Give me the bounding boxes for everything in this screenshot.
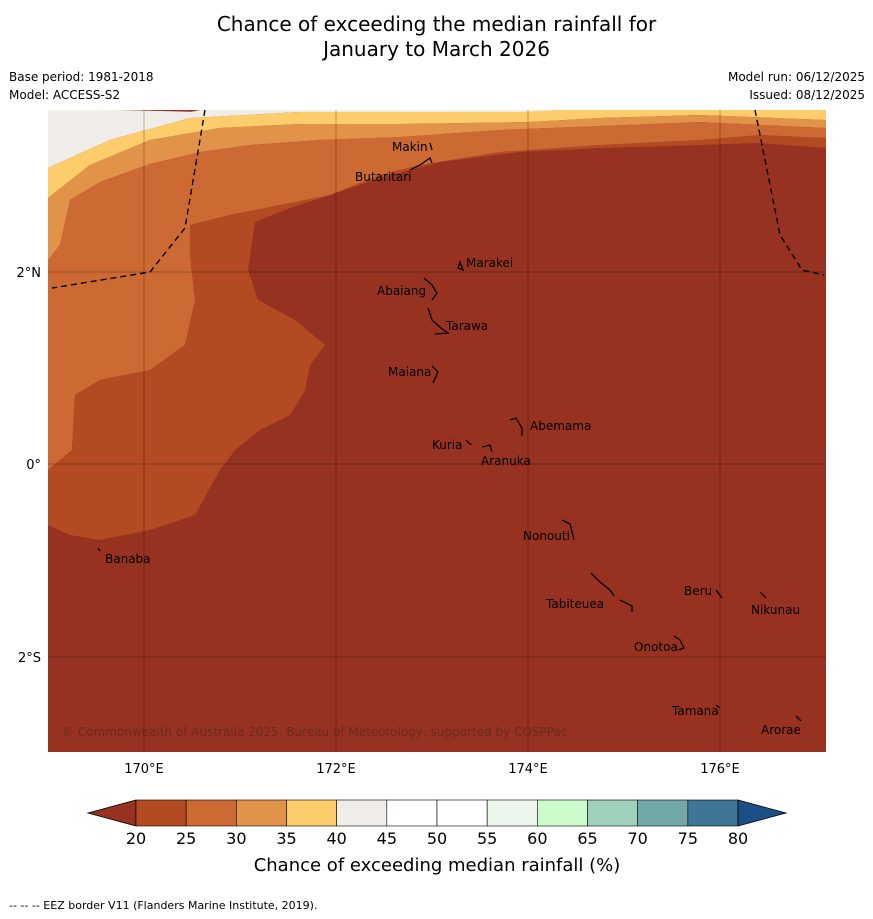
colorbar-tick-label: 65 (577, 829, 597, 848)
colorbar-tick-label: 60 (527, 829, 547, 848)
colorbar-cell (587, 799, 638, 827)
colorbar-over-arrow (737, 799, 788, 827)
meta-left: Base period: 1981-2018 Model: ACCESS-S2 (9, 68, 154, 104)
lon-tick-176e: 176°E (700, 762, 740, 777)
colorbar-tick-labels: 20 25 30 35 40 45 50 55 60 65 70 75 80 (126, 829, 748, 848)
lon-tick-170e: 170°E (124, 762, 164, 777)
colorbar-tick-label: 25 (176, 829, 196, 848)
model-name: Model: ACCESS-S2 (9, 88, 121, 102)
island-label-onotoa: Onotoa (634, 640, 678, 654)
map-title: Chance of exceeding the median rainfall … (0, 12, 873, 62)
island-labels: Makin Butaritari Marakei Abaiang Tarawa … (105, 140, 801, 737)
island-label-aranuka: Aranuka (481, 454, 531, 468)
island-label-makin: Makin (392, 140, 428, 154)
island-label-tamana: Tamana (671, 704, 719, 718)
colorbar-cell (537, 799, 588, 827)
colorbar-cell (637, 799, 689, 827)
colorbar-cell (486, 799, 538, 827)
island-label-tarawa: Tarawa (445, 319, 488, 333)
colorbar-cell (336, 799, 388, 827)
lat-tick-0: 0° (26, 458, 41, 473)
island-label-nikunau: Nikunau (751, 603, 800, 617)
colorbar-cell (185, 799, 237, 827)
colorbar-tick-label: 80 (728, 829, 748, 848)
colorbar-cell (436, 799, 488, 827)
colorbar-under-arrow (86, 799, 137, 827)
colorbar-tick-label: 35 (276, 829, 296, 848)
base-period: Base period: 1981-2018 (9, 70, 154, 84)
colorbar-tick-label: 55 (477, 829, 497, 848)
colorbar-tick-label: 40 (326, 829, 346, 848)
lat-tick-2s: 2°S (18, 651, 41, 666)
colorbar-tick-label: 30 (226, 829, 246, 848)
colorbar-tick-label: 45 (377, 829, 397, 848)
lat-tick-2n: 2°N (17, 266, 42, 281)
map-area (48, 110, 826, 752)
island-label-marakei: Marakei (466, 256, 513, 270)
island-label-kuria: Kuria (432, 438, 463, 452)
eez-borders (51, 109, 825, 289)
colorbar-tick-label: 20 (126, 829, 146, 848)
colorbar-tick-label: 50 (427, 829, 447, 848)
colorbar-tick-label: 75 (678, 829, 698, 848)
island-label-butaritari: Butaritari (355, 170, 412, 184)
colorbar-tick-label: 70 (627, 829, 647, 848)
eez-footer-note: -- -- -- EEZ border V11 (Flanders Marine… (9, 899, 318, 912)
colorbar-cell (236, 799, 287, 827)
island-label-tabiteuea: Tabiteuea (545, 597, 604, 611)
colorbar-cell (687, 799, 739, 827)
colorbar-title: Chance of exceeding median rainfall (%) (254, 855, 621, 876)
issued-date: Issued: 08/12/2025 (749, 88, 865, 102)
island-label-abaiang: Abaiang (377, 284, 426, 298)
model-run: Model run: 06/12/2025 (727, 70, 865, 84)
title-line-1: Chance of exceeding the median rainfall … (216, 12, 657, 36)
lon-tick-172e: 172°E (316, 762, 356, 777)
copyright-notice: © Commonwealth of Australia 2025, Bureau… (62, 725, 567, 739)
island-label-abemama: Abemama (530, 419, 591, 433)
title-line-2: January to March 2026 (323, 37, 550, 61)
island-outlines (97, 142, 802, 722)
colorbar-cell (286, 799, 337, 827)
island-label-maiana: Maiana (388, 365, 431, 379)
gridlines (48, 110, 826, 752)
island-label-beru: Beru (684, 584, 712, 598)
lon-tick-labels: 170°E 172°E 174°E 176°E (124, 762, 740, 777)
colorbar-cells (135, 799, 739, 827)
island-label-nonouti: Nonouti (523, 529, 570, 543)
island-label-banaba: Banaba (105, 552, 151, 566)
colorbar: 20 25 30 35 40 45 50 55 60 65 70 75 80 Chance of exc… (86, 799, 788, 876)
lon-tick-174e: 174°E (508, 762, 548, 777)
island-label-arorae: Arorae (761, 723, 801, 737)
meta-right: Model run: 06/12/2025 Issued: 08/12/2025 (728, 68, 865, 104)
colorbar-cell (386, 799, 438, 827)
colorbar-cell (135, 799, 187, 827)
lat-tick-labels: 2°N 0° 2°S (17, 266, 42, 666)
rainfall-map: Makin Butaritari Marakei Abaiang Tarawa … (17, 109, 826, 876)
